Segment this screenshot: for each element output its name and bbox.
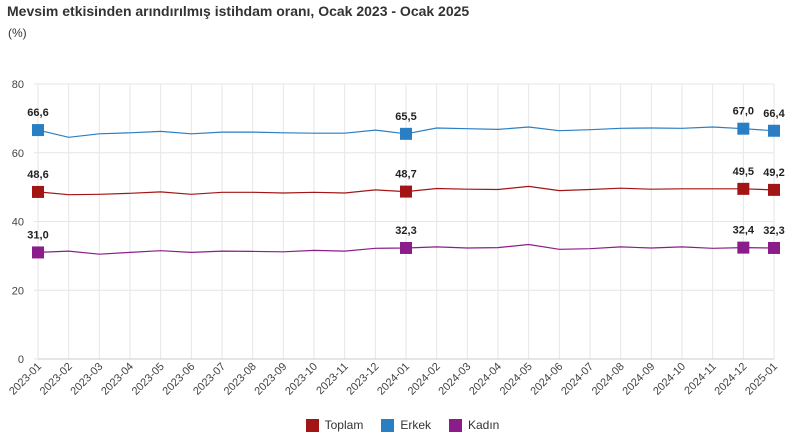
data-label: 32,4 xyxy=(733,225,755,237)
x-tick-label: 2024-07 xyxy=(559,361,596,398)
data-label: 31,0 xyxy=(27,229,48,241)
legend-item-kad-n[interactable]: Kadın xyxy=(449,418,499,432)
y-tick-label: 0 xyxy=(18,354,24,366)
x-tick-label: 2024-02 xyxy=(406,361,443,398)
x-tick-label: 2023-01 xyxy=(7,361,44,398)
legend-item-erkek[interactable]: Erkek xyxy=(381,418,431,432)
data-label: 66,6 xyxy=(27,107,48,119)
x-tick-label: 2024-03 xyxy=(436,361,473,398)
x-tick-label: 2024-08 xyxy=(590,361,627,398)
data-point-marker xyxy=(737,182,750,195)
data-point-marker xyxy=(32,246,44,259)
legend-label: Kadın xyxy=(468,418,500,432)
x-tick-label: 2024-10 xyxy=(651,361,688,398)
data-label: 48,7 xyxy=(395,169,416,181)
x-tick-label: 2024-05 xyxy=(498,361,535,398)
data-point-marker xyxy=(32,185,44,198)
unit-label: (%) xyxy=(8,26,27,40)
x-tick-label: 2025-01 xyxy=(743,361,780,398)
legend-item-toplam[interactable]: Toplam xyxy=(305,418,364,432)
x-tick-label: 2023-12 xyxy=(344,361,381,398)
data-point-marker xyxy=(737,241,750,254)
x-tick-label: 2024-06 xyxy=(528,361,565,398)
x-tick-label: 2024-11 xyxy=(682,361,718,397)
x-tick-label: 2024-09 xyxy=(620,361,657,398)
legend-swatch xyxy=(305,418,319,432)
grid xyxy=(34,83,775,360)
chart-title: Mevsim etkisinden arındırılmış istihdam … xyxy=(7,3,470,19)
data-label: 48,6 xyxy=(27,169,48,181)
data-point-marker xyxy=(400,127,412,140)
x-tick-label: 2024-04 xyxy=(467,361,504,398)
data-labels: 48,6 48,7 49,5 49,2 66,6 65,5 67,0 66,4 31,0 32,3… xyxy=(27,106,785,242)
x-axis: 2023-012023-022023-032023-042023-052023-… xyxy=(7,361,780,398)
y-tick-label: 20 xyxy=(12,285,24,297)
legend-swatch xyxy=(381,418,395,432)
x-tick-label: 2023-05 xyxy=(130,361,167,398)
data-label: 32,3 xyxy=(395,225,416,237)
x-tick-label: 2023-04 xyxy=(99,361,136,398)
x-tick-label: 2024-12 xyxy=(712,361,749,398)
data-point-marker xyxy=(32,124,44,137)
data-label: 49,5 xyxy=(733,166,754,178)
series-markers xyxy=(32,122,780,259)
data-point-marker xyxy=(400,185,412,198)
x-tick-label: 2023-11 xyxy=(314,361,350,397)
x-tick-label: 2023-10 xyxy=(283,361,320,398)
data-point-marker xyxy=(400,241,412,254)
data-label: 32,3 xyxy=(763,225,784,237)
x-tick-label: 2024-01 xyxy=(375,361,412,398)
data-label: 65,5 xyxy=(395,111,416,123)
data-label: 66,4 xyxy=(763,108,785,120)
x-tick-label: 2023-08 xyxy=(222,361,259,398)
data-point-marker xyxy=(768,183,780,196)
data-point-marker xyxy=(768,124,780,137)
y-axis: 0 20 40 60 80 xyxy=(12,79,24,366)
data-point-marker xyxy=(737,122,750,135)
data-label: 67,0 xyxy=(733,106,754,118)
x-tick-label: 2023-02 xyxy=(38,361,75,398)
data-point-marker xyxy=(768,241,780,254)
legend: Toplam Erkek Kadın xyxy=(0,418,805,432)
y-tick-label: 80 xyxy=(12,79,24,91)
x-tick-label: 2023-06 xyxy=(160,361,197,398)
legend-label: Erkek xyxy=(400,418,431,432)
data-label: 49,2 xyxy=(763,167,784,179)
y-tick-label: 40 xyxy=(12,217,24,229)
x-tick-label: 2023-07 xyxy=(191,361,228,398)
y-tick-label: 60 xyxy=(12,148,24,160)
x-tick-label: 2023-09 xyxy=(252,361,289,398)
x-tick-label: 2023-03 xyxy=(68,361,105,398)
legend-swatch xyxy=(449,418,462,432)
legend-label: Toplam xyxy=(324,418,364,432)
